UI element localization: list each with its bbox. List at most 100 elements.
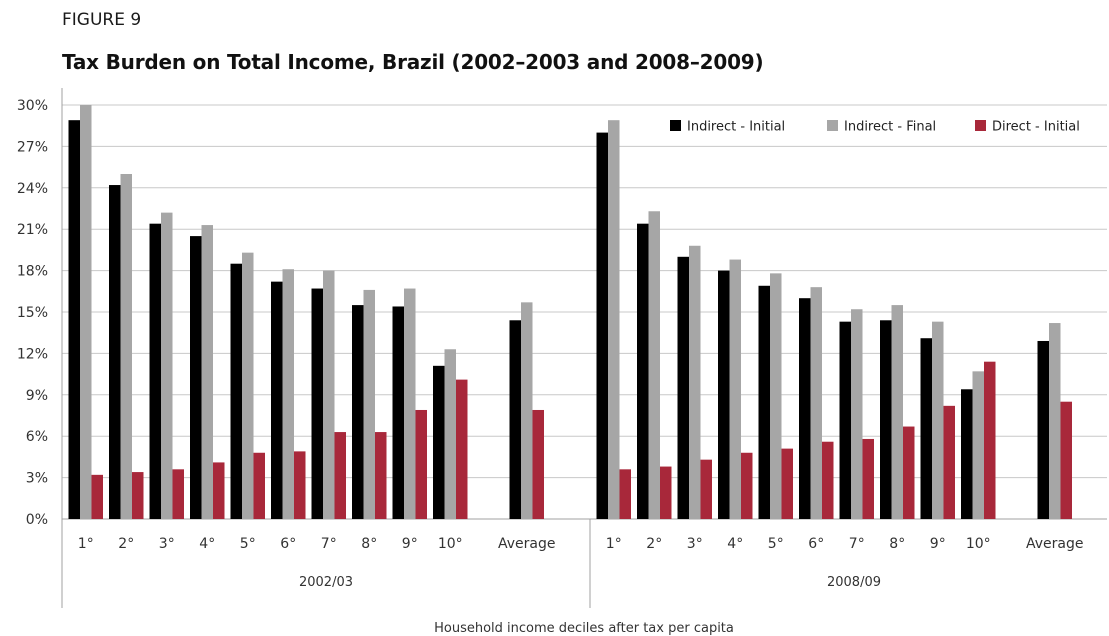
bar <box>521 302 533 519</box>
bar <box>648 211 660 519</box>
bar <box>253 452 265 519</box>
bar <box>781 448 793 519</box>
bar <box>149 223 161 519</box>
bar <box>972 371 984 519</box>
y-tick-label: 30% <box>17 98 48 114</box>
bar <box>891 305 903 519</box>
bar <box>213 462 225 519</box>
y-tick-label: 21% <box>17 222 48 238</box>
chart-title: Tax Burden on Total Income, Brazil (2002… <box>62 50 764 74</box>
bar <box>851 309 863 519</box>
bar <box>161 212 173 519</box>
bar <box>190 236 202 519</box>
x-tick-label: 8° <box>361 536 377 552</box>
bar <box>392 306 404 519</box>
group-label: 2002/03 <box>299 575 353 590</box>
x-tick-label: 6° <box>808 536 824 552</box>
y-tick-label: 24% <box>17 181 48 197</box>
y-tick-label: 9% <box>26 388 48 404</box>
bar <box>509 320 521 519</box>
x-tick-label: 7° <box>321 536 337 552</box>
group-label: 2008/09 <box>827 575 881 590</box>
bar <box>810 287 822 519</box>
legend-swatch <box>827 120 838 131</box>
bar <box>404 288 416 519</box>
x-tick-label: 4° <box>727 536 743 552</box>
x-tick-label: 9° <box>930 536 946 552</box>
bar <box>242 252 254 519</box>
bar <box>68 120 80 520</box>
x-tick-label: 10° <box>438 536 463 552</box>
bar <box>880 320 892 519</box>
bar <box>862 438 874 519</box>
bar <box>943 405 955 519</box>
bar <box>444 349 456 519</box>
bar <box>596 132 608 519</box>
x-tick-label: 6° <box>280 536 296 552</box>
bar <box>677 256 689 519</box>
bar <box>839 321 851 519</box>
bar <box>230 263 242 519</box>
bar <box>1049 323 1061 519</box>
figure-label: FIGURE 9 <box>62 10 142 30</box>
y-tick-label: 3% <box>26 471 48 487</box>
x-tick-label: 3° <box>159 536 175 552</box>
y-tick-label: 6% <box>26 429 48 445</box>
x-tick-label: 3° <box>687 536 703 552</box>
x-axis-title: Household income deciles after tax per c… <box>434 621 734 636</box>
bar <box>363 289 375 519</box>
x-tick-label: 7° <box>849 536 865 552</box>
bar <box>1060 401 1072 519</box>
bar <box>718 270 730 519</box>
y-tick-label: 27% <box>17 139 48 155</box>
bar <box>109 185 121 520</box>
x-tick-label: 2° <box>118 536 134 552</box>
bar <box>770 273 782 519</box>
x-tick-label: 2° <box>646 536 662 552</box>
legend-label: Indirect - Final <box>844 120 936 135</box>
bar <box>984 361 996 519</box>
bar <box>271 281 283 519</box>
bar <box>120 174 132 519</box>
bar <box>700 459 712 519</box>
bar <box>1037 340 1049 519</box>
bar <box>741 452 753 519</box>
bar <box>80 105 92 519</box>
bar <box>637 223 649 519</box>
bar <box>660 466 672 519</box>
legend-swatch <box>975 120 986 131</box>
y-tick-label: 0% <box>26 512 48 528</box>
bar <box>903 426 915 519</box>
bar <box>375 432 387 519</box>
bar <box>132 472 144 519</box>
x-tick-label: Average <box>498 536 556 552</box>
x-tick-label: 1° <box>78 536 94 552</box>
bar <box>172 469 184 519</box>
bar <box>822 441 834 519</box>
bar <box>415 409 427 519</box>
x-tick-label: 8° <box>889 536 905 552</box>
y-tick-label: 12% <box>17 346 48 362</box>
bar <box>201 225 213 519</box>
bar <box>619 469 631 519</box>
bar <box>729 259 741 519</box>
bar <box>294 451 306 519</box>
y-tick-label: 18% <box>17 264 48 280</box>
bar <box>282 269 294 519</box>
bar <box>932 321 944 519</box>
x-tick-label: 5° <box>768 536 784 552</box>
x-tick-label: 4° <box>199 536 215 552</box>
bar <box>961 389 973 519</box>
legend-swatch <box>670 120 681 131</box>
bar <box>920 338 932 519</box>
bar <box>334 432 346 519</box>
bar <box>323 270 335 519</box>
x-tick-label: Average <box>1026 536 1084 552</box>
bar <box>311 288 323 519</box>
x-tick-label: 9° <box>402 536 418 552</box>
x-tick-label: 10° <box>966 536 991 552</box>
bar <box>532 409 544 519</box>
bar <box>799 298 811 519</box>
legend-label: Indirect - Initial <box>687 120 785 135</box>
